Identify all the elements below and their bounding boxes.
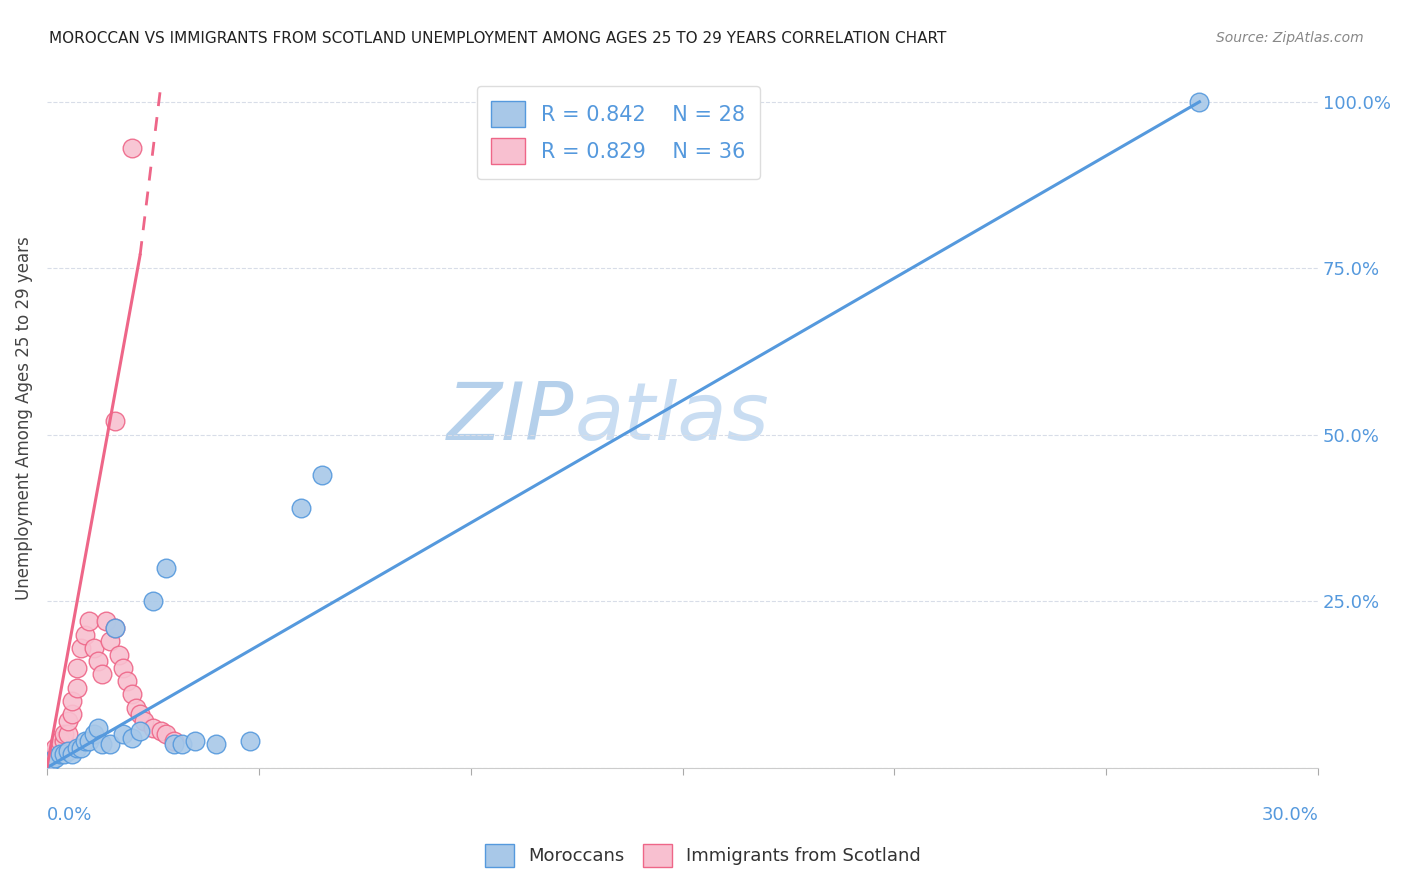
- Point: [155, 561, 177, 575]
- Text: 0.0%: 0.0%: [46, 806, 93, 824]
- Point: [239, 734, 262, 748]
- Point: [290, 501, 312, 516]
- Point: [108, 648, 131, 662]
- Text: ZIP: ZIP: [447, 379, 575, 457]
- Text: Source: ZipAtlas.com: Source: ZipAtlas.com: [1216, 31, 1364, 45]
- Point: [1188, 95, 1211, 109]
- Point: [48, 740, 70, 755]
- Point: [35, 754, 58, 768]
- Point: [112, 727, 135, 741]
- Point: [121, 731, 143, 745]
- Point: [73, 627, 96, 641]
- Point: [39, 747, 62, 762]
- Text: atlas: atlas: [575, 379, 769, 457]
- Point: [104, 414, 127, 428]
- Point: [134, 714, 156, 728]
- Point: [44, 747, 66, 762]
- Point: [121, 688, 143, 702]
- Point: [155, 727, 177, 741]
- Point: [44, 750, 66, 764]
- Point: [56, 744, 79, 758]
- Point: [48, 734, 70, 748]
- Point: [60, 707, 83, 722]
- Point: [65, 740, 87, 755]
- Point: [163, 734, 186, 748]
- Text: MOROCCAN VS IMMIGRANTS FROM SCOTLAND UNEMPLOYMENT AMONG AGES 25 TO 29 YEARS CORR: MOROCCAN VS IMMIGRANTS FROM SCOTLAND UNE…: [49, 31, 946, 46]
- Point: [44, 740, 66, 755]
- Point: [52, 727, 75, 741]
- Point: [87, 654, 110, 668]
- Point: [104, 621, 127, 635]
- Text: 30.0%: 30.0%: [1261, 806, 1319, 824]
- Y-axis label: Unemployment Among Ages 25 to 29 years: Unemployment Among Ages 25 to 29 years: [15, 236, 32, 600]
- Point: [184, 734, 207, 748]
- Point: [60, 747, 83, 762]
- Point: [91, 738, 114, 752]
- Point: [69, 640, 91, 655]
- Point: [142, 594, 165, 608]
- Point: [129, 707, 152, 722]
- Point: [52, 747, 75, 762]
- Point: [104, 621, 127, 635]
- Point: [56, 727, 79, 741]
- Point: [311, 467, 333, 482]
- Point: [129, 724, 152, 739]
- Point: [65, 661, 87, 675]
- Point: [142, 721, 165, 735]
- Point: [56, 714, 79, 728]
- Point: [150, 724, 173, 739]
- Point: [91, 667, 114, 681]
- Point: [60, 694, 83, 708]
- Point: [163, 738, 186, 752]
- Point: [125, 700, 148, 714]
- Point: [73, 734, 96, 748]
- Point: [83, 727, 105, 741]
- Point: [117, 674, 139, 689]
- Point: [65, 681, 87, 695]
- Point: [77, 614, 100, 628]
- Point: [87, 721, 110, 735]
- Point: [52, 734, 75, 748]
- Point: [48, 747, 70, 762]
- Point: [69, 740, 91, 755]
- Legend: Moroccans, Immigrants from Scotland: Moroccans, Immigrants from Scotland: [477, 835, 929, 876]
- Point: [205, 738, 228, 752]
- Point: [121, 141, 143, 155]
- Point: [39, 754, 62, 768]
- Point: [112, 661, 135, 675]
- Point: [100, 738, 122, 752]
- Point: [172, 738, 194, 752]
- Point: [96, 614, 118, 628]
- Point: [83, 640, 105, 655]
- Legend: R = 0.842    N = 28, R = 0.829    N = 36: R = 0.842 N = 28, R = 0.829 N = 36: [477, 86, 761, 179]
- Point: [77, 734, 100, 748]
- Point: [100, 634, 122, 648]
